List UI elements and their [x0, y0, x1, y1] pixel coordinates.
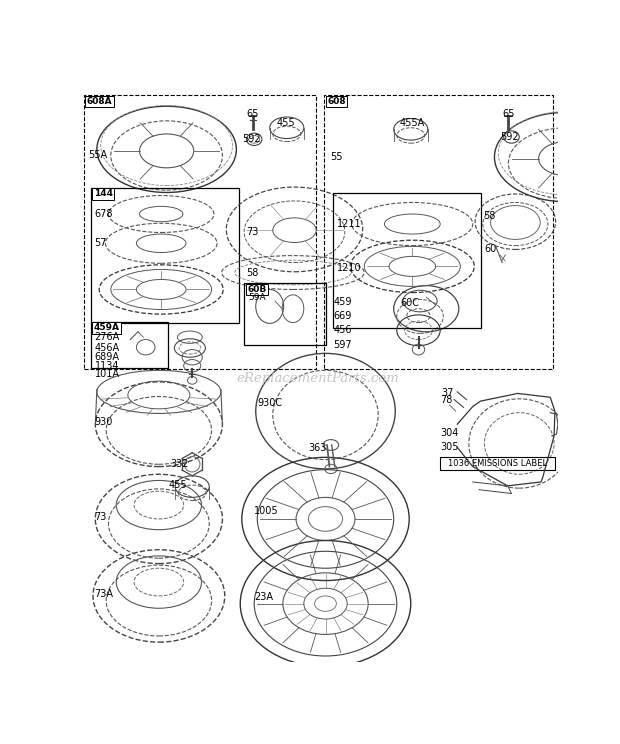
Bar [244, 283, 326, 345]
Text: 592: 592 [242, 135, 261, 144]
Text: 37: 37 [441, 388, 454, 399]
Bar [91, 322, 168, 368]
Text: 608A: 608A [87, 97, 112, 106]
Text: 57: 57 [94, 238, 107, 248]
Text: 930C: 930C [257, 399, 283, 408]
Text: 456A: 456A [94, 343, 120, 353]
Text: 73A: 73A [94, 589, 113, 599]
Bar [334, 193, 480, 328]
Text: 455A: 455A [399, 118, 424, 128]
Bar [324, 95, 552, 369]
Text: 65: 65 [247, 109, 259, 119]
Text: 73: 73 [247, 227, 259, 237]
Text: 459: 459 [334, 297, 352, 307]
Bar [91, 187, 239, 323]
Text: 678: 678 [94, 209, 113, 219]
Text: 1005: 1005 [254, 506, 279, 516]
Text: 144: 144 [94, 190, 113, 199]
Text: 60B: 60B [247, 285, 267, 294]
Text: 1134: 1134 [94, 361, 119, 371]
Text: 592: 592 [501, 132, 520, 142]
Text: 332: 332 [170, 459, 189, 469]
Text: 65: 65 [502, 109, 515, 119]
Text: 455: 455 [169, 480, 188, 490]
Text: 73: 73 [94, 512, 107, 522]
Text: 455: 455 [277, 118, 295, 128]
Text: 930: 930 [94, 417, 113, 427]
Text: 58: 58 [484, 211, 496, 221]
Text: 60: 60 [484, 245, 497, 254]
Text: 363: 363 [309, 443, 327, 453]
Text: eReplacementParts.com: eReplacementParts.com [236, 372, 399, 385]
Text: 60C: 60C [401, 298, 420, 308]
Text: 597: 597 [334, 340, 352, 350]
Text: 59A: 59A [248, 292, 265, 301]
Text: 23A: 23A [254, 592, 273, 603]
Text: 55: 55 [330, 152, 343, 162]
Text: 1210: 1210 [337, 263, 361, 273]
Text: 58: 58 [247, 268, 259, 278]
Text: 1036 EMISSIONS LABEL: 1036 EMISSIONS LABEL [448, 459, 547, 468]
Text: 305: 305 [440, 443, 459, 452]
Text: 101A: 101A [94, 369, 120, 379]
Text: 78: 78 [440, 395, 453, 405]
Bar [440, 457, 555, 470]
Text: 276A: 276A [94, 333, 120, 342]
Bar [84, 95, 316, 369]
Text: 55A: 55A [88, 150, 107, 160]
Text: 608: 608 [327, 97, 346, 106]
Text: 456: 456 [334, 325, 352, 336]
Text: 689A: 689A [94, 352, 120, 362]
Text: 1211: 1211 [337, 219, 361, 229]
Text: 669: 669 [334, 312, 352, 321]
Text: 304: 304 [440, 429, 459, 438]
Text: 459A: 459A [94, 324, 120, 333]
